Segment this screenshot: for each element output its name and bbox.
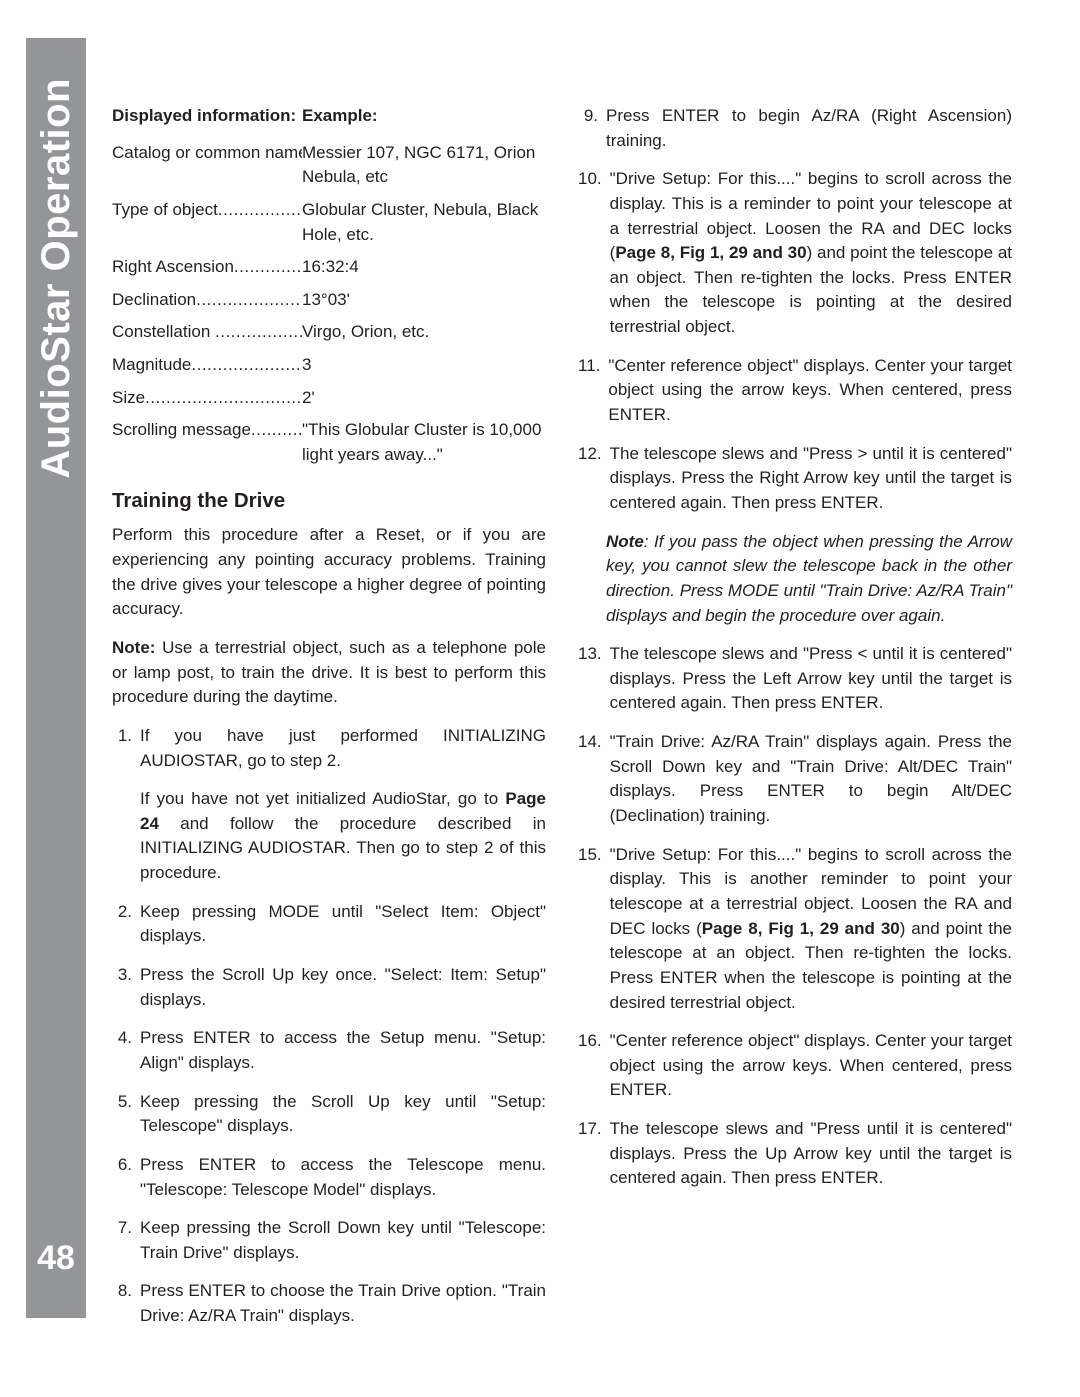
info-value: Globular Cluster, Nebula, Black Hole, et… — [302, 198, 546, 247]
step-number: 11. — [578, 354, 608, 428]
section-heading: Training the Drive — [112, 486, 546, 516]
step-item: 4.Press ENTER to access the Setup menu. … — [112, 1026, 546, 1075]
note-paragraph: Note: Use a terrestrial object, such as … — [112, 636, 546, 710]
step-body: The telescope slews and "Press until it … — [610, 1117, 1012, 1191]
step-body: Press the Scroll Up key once. "Select: I… — [140, 963, 546, 1012]
step-item: 17.The telescope slews and "Press until … — [578, 1117, 1012, 1191]
step-item: 1.If you have just performed INITIALIZIN… — [112, 724, 546, 886]
step-body: The telescope slews and "Press > until i… — [610, 442, 1012, 516]
page-number: 48 — [37, 1239, 75, 1278]
info-value: Virgo, Orion, etc. — [302, 320, 546, 345]
step-item: 11."Center reference object" displays. C… — [578, 354, 1012, 428]
step-body: "Drive Setup: For this...." begins to sc… — [610, 843, 1012, 1015]
info-label: Catalog or common name... — [112, 141, 302, 190]
info-value: 2' — [302, 386, 546, 411]
step-number: 7. — [112, 1216, 140, 1265]
step-body: Keep pressing the Scroll Down key until … — [140, 1216, 546, 1265]
step-number: 13. — [578, 642, 610, 716]
step-body: "Center reference object" displays. Cent… — [608, 354, 1012, 428]
intro-paragraph: Perform this procedure after a Reset, or… — [112, 523, 546, 622]
step-item: 7.Keep pressing the Scroll Down key unti… — [112, 1216, 546, 1265]
steps-list-left: 1.If you have just performed INITIALIZIN… — [112, 724, 546, 1329]
column-left: Displayed information: Example: Catalog … — [112, 104, 546, 1343]
info-label: Scrolling message............... — [112, 418, 302, 467]
step-body: Keep pressing MODE until "Select Item: O… — [140, 900, 546, 949]
step-body: "Train Drive: Az/RA Train" displays agai… — [610, 730, 1012, 829]
step-body: Keep pressing the Scroll Up key until "S… — [140, 1090, 546, 1139]
info-row: Catalog or common name...Messier 107, NG… — [112, 141, 546, 190]
info-header-left: Displayed information: — [112, 104, 302, 129]
step-body: "Center reference object" displays. Cent… — [610, 1029, 1012, 1103]
step-item: 14."Train Drive: Az/RA Train" displays a… — [578, 730, 1012, 829]
step-item: 15."Drive Setup: For this...." begins to… — [578, 843, 1012, 1015]
sidebar: AudioStar Operation 48 — [26, 38, 86, 1318]
info-value: 16:32:4 — [302, 255, 546, 280]
mid-note-body: : If you pass the object when pressing t… — [606, 532, 1012, 625]
mid-note: Note: If you pass the object when pressi… — [606, 530, 1012, 629]
step-item: 6.Press ENTER to access the Telescope me… — [112, 1153, 546, 1202]
steps-list-right-2: 13.The telescope slews and "Press < unti… — [578, 642, 1012, 1191]
step-item: 9.Press ENTER to begin Az/RA (Right Asce… — [578, 104, 1012, 153]
step-item: 5.Keep pressing the Scroll Up key until … — [112, 1090, 546, 1139]
info-row: Type of object.....................Globu… — [112, 198, 546, 247]
sidebar-title: AudioStar Operation — [36, 78, 76, 479]
step-body: Press ENTER to choose the Train Drive op… — [140, 1279, 546, 1328]
info-label: Size....................................… — [112, 386, 302, 411]
info-value: "This Globular Cluster is 10,000 light y… — [302, 418, 546, 467]
step-item: 8.Press ENTER to choose the Train Drive … — [112, 1279, 546, 1328]
step-item: 10."Drive Setup: For this...." begins to… — [578, 167, 1012, 339]
info-label: Declination.......................... — [112, 288, 302, 313]
info-header-right: Example: — [302, 104, 378, 129]
step-number: 16. — [578, 1029, 610, 1103]
step-number: 4. — [112, 1026, 140, 1075]
step-number: 6. — [112, 1153, 140, 1202]
column-right: 9.Press ENTER to begin Az/RA (Right Asce… — [578, 104, 1012, 1343]
info-value: 3 — [302, 353, 546, 378]
step-body: Press ENTER to begin Az/RA (Right Ascens… — [606, 104, 1012, 153]
note-label: Note: — [112, 638, 155, 657]
step-body: If you have just performed INITIALIZING … — [140, 724, 546, 886]
info-row: Right Ascension..................16:32:4 — [112, 255, 546, 280]
step-number: 3. — [112, 963, 140, 1012]
step-item: 12.The telescope slews and "Press > unti… — [578, 442, 1012, 516]
step-number: 10. — [578, 167, 610, 339]
step-number: 5. — [112, 1090, 140, 1139]
step-number: 2. — [112, 900, 140, 949]
step-number: 17. — [578, 1117, 610, 1191]
step-body: The telescope slews and "Press < until i… — [610, 642, 1012, 716]
step-number: 14. — [578, 730, 610, 829]
step-item: 2.Keep pressing MODE until "Select Item:… — [112, 900, 546, 949]
step-number: 12. — [578, 442, 610, 516]
page-content: Displayed information: Example: Catalog … — [112, 104, 1012, 1343]
info-table-header: Displayed information: Example: — [112, 104, 546, 129]
step-body: Press ENTER to access the Telescope menu… — [140, 1153, 546, 1202]
info-label: Constellation ...................... — [112, 320, 302, 345]
step-item: 3.Press the Scroll Up key once. "Select:… — [112, 963, 546, 1012]
info-value: 13°03' — [302, 288, 546, 313]
step-item: 16."Center reference object" displays. C… — [578, 1029, 1012, 1103]
info-label: Type of object..................... — [112, 198, 302, 247]
info-table-rows: Catalog or common name...Messier 107, NG… — [112, 141, 546, 468]
info-row: Size....................................… — [112, 386, 546, 411]
step-number: 9. — [578, 104, 606, 153]
info-label: Magnitude........................... — [112, 353, 302, 378]
info-row: Scrolling message..............."This Gl… — [112, 418, 546, 467]
info-row: Constellation ......................Virg… — [112, 320, 546, 345]
info-row: Declination..........................13°… — [112, 288, 546, 313]
step-number: 8. — [112, 1279, 140, 1328]
info-label: Right Ascension.................. — [112, 255, 302, 280]
steps-list-right-1: 9.Press ENTER to begin Az/RA (Right Asce… — [578, 104, 1012, 516]
mid-note-label: Note — [606, 532, 644, 551]
note-body: Use a terrestrial object, such as a tele… — [112, 638, 546, 706]
step-number: 15. — [578, 843, 610, 1015]
step-body: "Drive Setup: For this...." begins to sc… — [610, 167, 1012, 339]
step-body: Press ENTER to access the Setup menu. "S… — [140, 1026, 546, 1075]
step-number: 1. — [112, 724, 140, 886]
step-item: 13.The telescope slews and "Press < unti… — [578, 642, 1012, 716]
info-value: Messier 107, NGC 6171, Orion Nebula, etc — [302, 141, 546, 190]
info-row: Magnitude...........................3 — [112, 353, 546, 378]
